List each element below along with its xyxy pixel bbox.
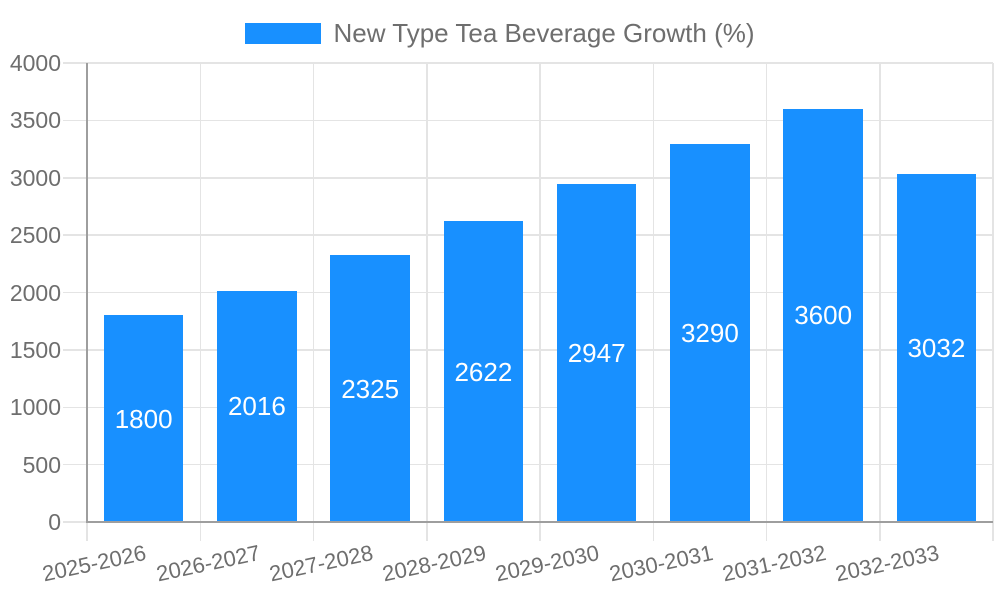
bar[interactable] (443, 221, 523, 522)
grid-line-v (879, 63, 881, 541)
grid-line-v (312, 63, 315, 541)
y-axis-label: 3000 (9, 164, 61, 191)
x-axis-label: 2032-2033 (833, 540, 942, 587)
x-axis-label: 2031-2032 (719, 540, 829, 587)
x-axis-line (86, 521, 993, 523)
grid-line-v (992, 63, 994, 541)
y-axis-label: 1500 (9, 336, 61, 363)
legend-label: New Type Tea Beverage Growth (%) (333, 18, 755, 48)
bar-value-label: 3290 (680, 318, 739, 349)
bar-value-label: 2622 (454, 356, 513, 387)
bar-value-label: 3600 (794, 300, 853, 331)
legend-swatch-icon (245, 22, 322, 44)
bar[interactable] (217, 290, 297, 522)
grid-line-v (426, 63, 428, 541)
x-axis-label: 2026-2027 (153, 540, 262, 587)
bar[interactable] (783, 108, 863, 522)
bar-value-label: 1800 (114, 403, 173, 434)
grid-line-h (63, 463, 993, 466)
bar-value-label: 2016 (227, 391, 286, 422)
bar[interactable] (670, 144, 750, 522)
bar[interactable] (103, 315, 184, 522)
y-axis-label: 2000 (9, 279, 61, 306)
bar[interactable] (330, 255, 410, 522)
grid-line-v (199, 63, 201, 541)
x-axis-label: 2029-2030 (493, 540, 602, 587)
grid-line-h (63, 234, 993, 236)
y-axis-label: 3500 (9, 107, 61, 134)
grid-line-h (63, 406, 993, 408)
bar-value-label: 3032 (907, 333, 966, 364)
grid-line-v (652, 63, 654, 541)
legend-item[interactable]: New Type Tea Beverage Growth (%) (245, 18, 755, 48)
y-axis-label: 2500 (9, 222, 61, 249)
grid-line-h (63, 119, 993, 122)
x-axis-label: 2025-2026 (40, 540, 149, 587)
grid-line-v (539, 63, 541, 541)
grid-line-h (63, 62, 993, 64)
x-axis-label: 2027-2028 (266, 540, 376, 587)
bar-value-label: 2947 (567, 337, 626, 368)
bar-value-label: 2325 (341, 373, 400, 404)
bar[interactable] (896, 174, 976, 522)
bar[interactable] (556, 183, 637, 522)
grid-line-h (63, 177, 993, 179)
x-axis-label: 2028-2029 (380, 540, 489, 587)
x-axis-label: 2030-2031 (606, 540, 715, 587)
y-axis-line (86, 63, 88, 522)
y-axis-label: 0 (48, 509, 61, 535)
grid-line-h (63, 291, 993, 294)
y-axis-label: 1000 (9, 394, 61, 421)
grid-line-v (765, 63, 768, 541)
legend: New Type Tea Beverage Growth (%) (0, 18, 1000, 48)
y-axis-label: 500 (22, 451, 61, 478)
grid-line-h (63, 349, 993, 351)
y-axis-label: 4000 (9, 50, 61, 76)
